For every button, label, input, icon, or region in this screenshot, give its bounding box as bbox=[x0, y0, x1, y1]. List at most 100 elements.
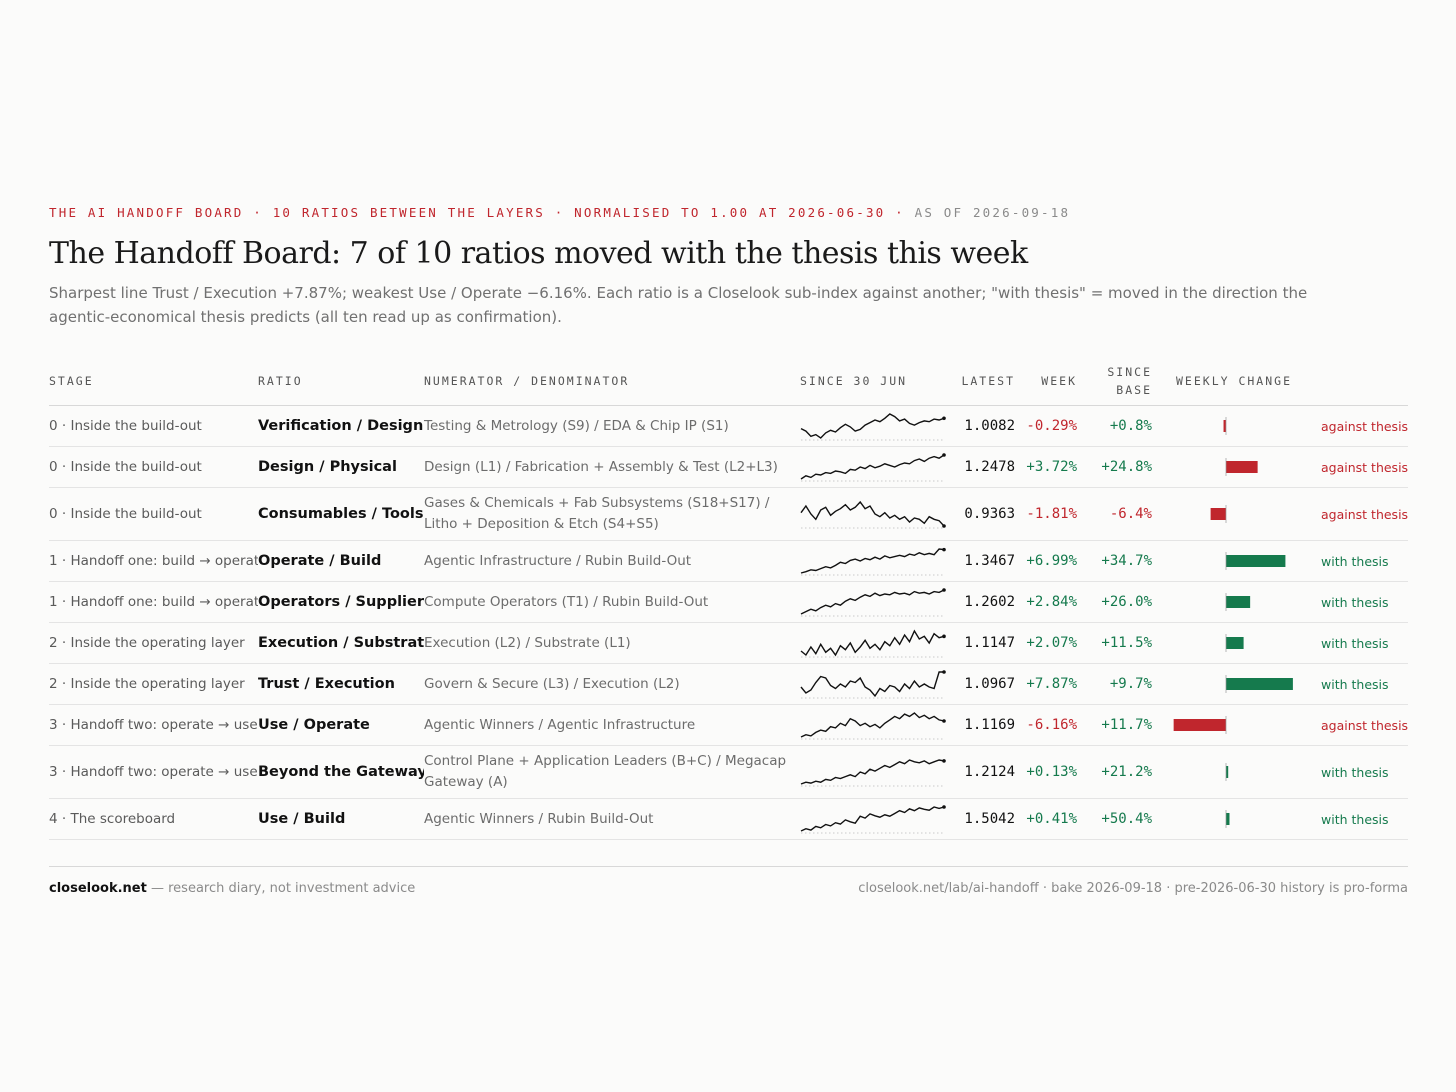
latest-cell: 1.2602 bbox=[957, 581, 1015, 623]
sparkline bbox=[800, 453, 946, 482]
col-since-base-line1: SINCE bbox=[1107, 364, 1152, 379]
weekly-change-cell bbox=[1152, 487, 1315, 541]
ratio-cell: Beyond the Gateways bbox=[258, 745, 424, 799]
sparkline-cell bbox=[800, 487, 957, 541]
page-title: The Handoff Board: 7 of 10 ratios moved … bbox=[49, 236, 1028, 271]
ratio-table: STAGE RATIO NUMERATOR / DENOMINATOR SINC… bbox=[49, 356, 1408, 840]
ratio-cell: Design / Physical bbox=[258, 446, 424, 488]
stage-cell: 0 · Inside the build-out bbox=[49, 487, 258, 541]
sparkline bbox=[800, 413, 946, 441]
sparkline-cell bbox=[800, 446, 957, 488]
ratio-cell: Operators / Suppliers bbox=[258, 581, 424, 623]
numerator-denominator-cell: Agentic Infrastructure / Rubin Build-Out bbox=[424, 540, 800, 582]
sparkline-end-dot bbox=[942, 719, 946, 723]
since-base-cell: +11.5% bbox=[1077, 622, 1152, 664]
ratio-cell: Operate / Build bbox=[258, 540, 424, 582]
table-row: 1 · Handoff one: build → operate Operate … bbox=[49, 540, 1408, 582]
weekly-change-chart bbox=[1225, 763, 1229, 781]
col-stage: STAGE bbox=[49, 356, 258, 406]
weekly-change-chart bbox=[1210, 505, 1227, 523]
stage-cell: 0 · Inside the build-out bbox=[49, 405, 258, 447]
since-base-cell: +11.7% bbox=[1077, 704, 1152, 746]
stage-cell: 4 · The scoreboard bbox=[49, 798, 258, 840]
footer-note: — research diary, not investment advice bbox=[150, 881, 416, 896]
weekly-change-cell bbox=[1152, 405, 1315, 447]
board: THE AI HANDOFF BOARD · 10 RATIOS BETWEEN… bbox=[49, 205, 1408, 840]
table-row: 3 · Handoff two: operate → use Use / Oper… bbox=[49, 704, 1408, 746]
verdict-cell: with thesis bbox=[1315, 622, 1408, 664]
weekly-change-cell bbox=[1152, 446, 1315, 488]
sparkline-cell bbox=[800, 663, 957, 705]
weekly-change-chart bbox=[1225, 593, 1251, 611]
latest-cell: 1.5042 bbox=[957, 798, 1015, 840]
latest-cell: 1.1169 bbox=[957, 704, 1015, 746]
numerator-denominator-cell: Testing & Metrology (S9) / EDA & Chip IP… bbox=[424, 405, 800, 447]
verdict-cell: against thesis bbox=[1315, 487, 1408, 541]
sparkline-end-dot bbox=[942, 588, 946, 592]
latest-cell: 1.1147 bbox=[957, 622, 1015, 664]
weekly-change-cell bbox=[1152, 540, 1315, 582]
weekly-change-chart bbox=[1225, 552, 1286, 570]
since-base-cell: +26.0% bbox=[1077, 581, 1152, 623]
sparkline bbox=[800, 759, 946, 787]
week-cell: -1.81% bbox=[1015, 487, 1077, 541]
week-cell: +7.87% bbox=[1015, 663, 1077, 705]
footer-source: closelook.net/lab/ai-handoff · bake 2026… bbox=[858, 881, 1408, 896]
sparkline-end-dot bbox=[942, 805, 946, 809]
col-since-base: SINCE BASE bbox=[1077, 356, 1152, 406]
col-since-base-line2: BASE bbox=[1116, 382, 1152, 397]
numerator-denominator-cell: Control Plane + Application Leaders (B+C… bbox=[424, 745, 800, 799]
sparkline-end-dot bbox=[942, 547, 946, 552]
footer: closelook.net — research diary, not inve… bbox=[49, 866, 1408, 896]
weekly-change-cell bbox=[1152, 622, 1315, 664]
table-row: 3 · Handoff two: operate → use Beyond the… bbox=[49, 745, 1408, 799]
table-row: 2 · Inside the operating layer Execution … bbox=[49, 622, 1408, 664]
week-cell: +0.41% bbox=[1015, 798, 1077, 840]
sparkline-cell bbox=[800, 798, 957, 840]
col-weekly-change: WEEKLY CHANGE bbox=[1152, 356, 1315, 406]
weekly-change-bar bbox=[1226, 637, 1244, 649]
weekly-change-chart bbox=[1225, 810, 1230, 828]
ratio-cell: Trust / Execution bbox=[258, 663, 424, 705]
sparkline bbox=[800, 670, 946, 699]
sparkline-end-dot bbox=[942, 524, 946, 528]
ratio-cell: Verification / Design bbox=[258, 405, 424, 447]
col-ratio: RATIO bbox=[258, 356, 424, 406]
ratio-cell: Use / Operate bbox=[258, 704, 424, 746]
weekly-change-bar bbox=[1226, 596, 1251, 608]
week-cell: +6.99% bbox=[1015, 540, 1077, 582]
sparkline-cell bbox=[800, 581, 957, 623]
stage-cell: 1 · Handoff one: build → operate bbox=[49, 540, 258, 582]
since-base-cell: +9.7% bbox=[1077, 663, 1152, 705]
footer-brand[interactable]: closelook.net bbox=[49, 881, 147, 896]
sparkline-cell bbox=[800, 622, 957, 664]
verdict-cell: against thesis bbox=[1315, 446, 1408, 488]
weekly-change-chart bbox=[1173, 716, 1227, 734]
weekly-change-cell bbox=[1152, 745, 1315, 799]
table-header: STAGE RATIO NUMERATOR / DENOMINATOR SINC… bbox=[49, 356, 1408, 406]
stage-cell: 2 · Inside the operating layer bbox=[49, 663, 258, 705]
weekly-change-bar bbox=[1226, 461, 1258, 473]
since-base-cell: +24.8% bbox=[1077, 446, 1152, 488]
since-base-cell: +0.8% bbox=[1077, 405, 1152, 447]
kicker: THE AI HANDOFF BOARD · 10 RATIOS BETWEEN… bbox=[49, 205, 1408, 223]
verdict-cell: with thesis bbox=[1315, 798, 1408, 840]
table-row: 0 · Inside the build-out Verification / D… bbox=[49, 405, 1408, 447]
ratio-cell: Consumables / Tools bbox=[258, 487, 424, 541]
col-latest: LATEST bbox=[957, 356, 1015, 406]
weekly-change-bar bbox=[1210, 508, 1226, 520]
week-cell: +3.72% bbox=[1015, 446, 1077, 488]
sparkline-cell bbox=[800, 704, 957, 746]
since-base-cell: +50.4% bbox=[1077, 798, 1152, 840]
sparkline-end-dot bbox=[942, 759, 946, 763]
verdict-cell: against thesis bbox=[1315, 405, 1408, 447]
page-subtitle: Sharpest line Trust / Execution +7.87%; … bbox=[49, 284, 1308, 326]
weekly-change-bar bbox=[1226, 813, 1230, 825]
weekly-change-bar bbox=[1226, 766, 1229, 778]
weekly-change-chart bbox=[1223, 417, 1227, 435]
verdict-cell: with thesis bbox=[1315, 663, 1408, 705]
sparkline-line bbox=[800, 589, 945, 615]
weekly-change-cell bbox=[1152, 581, 1315, 623]
footer-left: closelook.net — research diary, not inve… bbox=[49, 881, 415, 896]
verdict-cell: with thesis bbox=[1315, 745, 1408, 799]
